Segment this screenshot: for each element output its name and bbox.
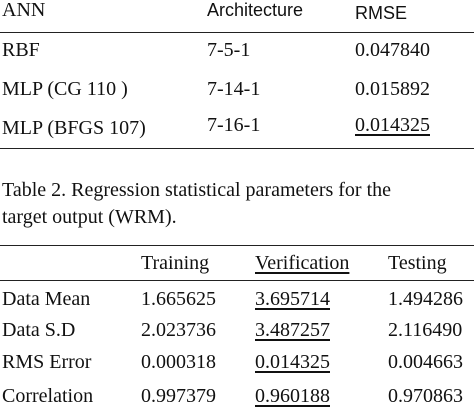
cell: 0.047840 xyxy=(355,39,430,61)
rule xyxy=(0,148,474,149)
cell: 0.004663 xyxy=(388,351,463,373)
cell: 1.494286 xyxy=(388,288,463,310)
cell: MLP (BFGS 107) xyxy=(2,117,146,139)
row-label: Data S.D xyxy=(2,319,76,341)
cell: MLP (CG 110 ) xyxy=(2,78,128,100)
cell: 7-14-1 xyxy=(207,78,261,100)
column-header: Training xyxy=(141,252,210,274)
caption: target output (WRM). xyxy=(2,206,177,228)
cell: 0.000318 xyxy=(141,351,216,373)
rule xyxy=(0,32,474,33)
cell: 0.970863 xyxy=(388,385,463,407)
cell: 2.023736 xyxy=(141,319,216,341)
row-label: Correlation xyxy=(2,385,94,407)
column-header: Testing xyxy=(388,252,447,274)
column-header: Verification xyxy=(255,252,350,274)
column-header: Architecture xyxy=(207,0,304,20)
cell: 1.665625 xyxy=(141,288,216,310)
column-header: ANN xyxy=(2,0,46,21)
rule xyxy=(0,280,474,281)
cell: 0.960188 xyxy=(255,385,330,407)
column-header: RMSE xyxy=(355,3,408,23)
cell: 3.487257 xyxy=(255,319,330,341)
caption: Table 2. Regression statistical paramete… xyxy=(2,179,392,201)
cell: 3.695714 xyxy=(255,288,330,310)
cell: 2.116490 xyxy=(388,319,463,341)
rule xyxy=(0,245,474,246)
cell: 0.015892 xyxy=(355,78,430,100)
cell: 0.997379 xyxy=(141,385,216,407)
cell: 7-16-1 xyxy=(207,114,261,136)
row-label: RMS Error xyxy=(2,351,92,373)
cell: 0.014325 xyxy=(355,114,430,136)
cell: RBF xyxy=(2,39,40,61)
cell: 0.014325 xyxy=(255,351,330,373)
row-label: Data Mean xyxy=(2,288,91,310)
cell: 7-5-1 xyxy=(207,39,251,61)
